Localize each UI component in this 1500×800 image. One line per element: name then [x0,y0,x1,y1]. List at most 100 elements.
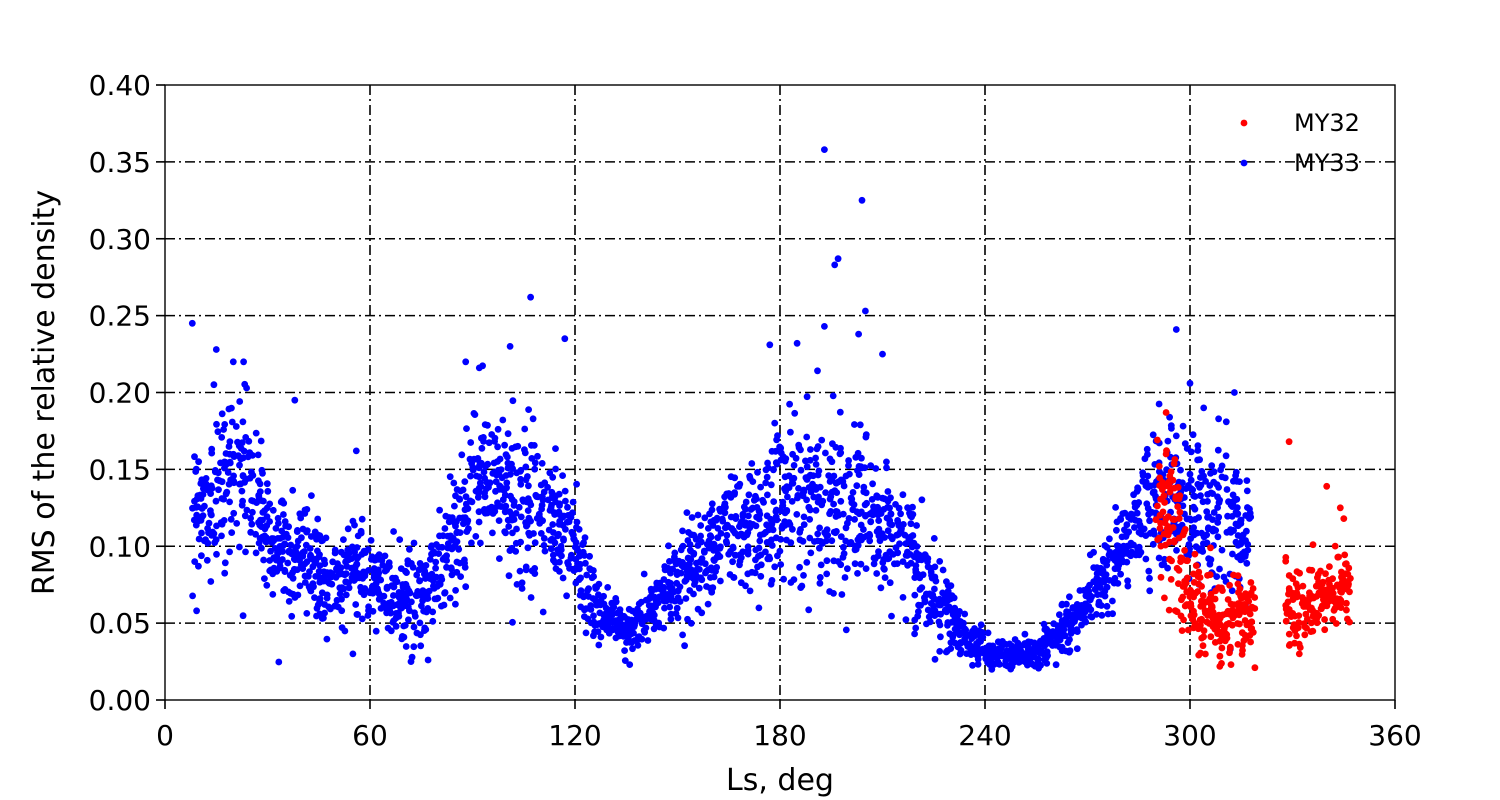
point-my33 [833,528,840,535]
point-my33 [855,510,863,518]
point-my32 [1198,583,1205,590]
point-my32 [1242,590,1249,598]
point-my33 [786,521,794,528]
point-my33 [840,543,847,551]
point-my33 [285,548,293,556]
point-my33 [921,598,929,606]
point-my33 [629,645,636,653]
point-my33 [797,526,804,533]
point-my33 [803,559,811,566]
point-my33 [774,552,781,560]
point-my32 [1282,617,1290,625]
point-my33 [884,527,892,535]
point-my33 [1194,442,1202,450]
point-my33 [1090,578,1098,586]
point-my33 [358,550,366,558]
point-my33 [230,479,238,487]
point-my33 [1144,451,1151,458]
point-my33 [289,486,297,494]
point-my33 [366,589,374,597]
point-my33 [1177,466,1184,474]
point-my32 [1175,566,1183,574]
point-my33 [764,555,772,563]
point-my33 [799,489,807,497]
point-my33 [767,481,775,489]
point-my33 [241,512,249,520]
point-my32 [1247,579,1255,586]
point-my33 [452,600,459,608]
y-tick-label: 0.10 [89,530,151,563]
point-my33 [193,607,201,615]
point-my33 [221,559,229,567]
point-my33 [323,594,331,602]
point-my33 [1146,517,1153,525]
point-my33 [192,503,200,511]
point-my33 [358,615,366,623]
point-my33 [899,594,907,601]
point-my33 [307,533,315,540]
point-my33 [693,559,700,567]
point-my33 [664,564,672,572]
point-my33 [842,626,850,634]
point-my32 [1152,516,1160,524]
point-my33 [417,642,425,650]
point-my33 [281,586,289,593]
point-my32 [1294,624,1302,632]
point-my33 [451,502,458,510]
point-my33 [432,558,440,566]
point-my33 [1146,587,1154,595]
point-my33 [1050,620,1058,628]
y-axis-label: RMS of the relative density [27,190,62,595]
point-my33 [906,551,914,558]
point-my33 [628,622,636,630]
point-my33 [1186,470,1194,478]
point-my33 [1093,611,1100,618]
point-my33 [931,563,939,571]
point-my33 [226,498,234,506]
point-my33 [443,552,450,560]
point-my33 [756,537,764,545]
point-my33 [400,633,408,641]
point-my33 [660,576,668,583]
point-my33 [416,577,423,585]
point-my33 [744,550,752,558]
point-my33 [502,529,509,537]
point-my32 [1167,576,1175,583]
point-my33 [275,658,283,666]
point-my33 [478,444,486,452]
point-my33 [767,580,775,588]
point-my33 [857,521,865,529]
point-my33 [1179,502,1187,510]
point-my33 [404,557,412,565]
point-my33 [455,545,463,553]
point-my33 [528,567,536,575]
point-my32 [1242,604,1250,611]
point-my33 [788,498,796,505]
point-my32 [1336,504,1344,512]
point-my33 [239,472,247,479]
point-my33 [974,655,982,663]
point-my33 [901,531,909,539]
point-my33 [941,594,949,602]
point-my33 [518,579,526,587]
point-my33 [240,447,248,455]
y-tick-label: 0.20 [89,377,151,410]
point-my33 [791,409,799,417]
point-my33 [489,529,496,537]
point-my33 [227,515,235,523]
point-my33 [779,453,787,460]
point-my32 [1190,624,1197,632]
point-my33 [731,474,739,482]
point-my33 [1059,627,1067,635]
point-my33 [1215,415,1222,423]
point-my33 [666,603,674,611]
point-my32 [1169,524,1177,531]
point-my33 [851,546,859,554]
point-my33 [908,513,915,521]
point-my33 [640,570,648,578]
point-my32 [1248,625,1256,632]
point-my33 [666,558,673,565]
point-my33 [649,602,657,610]
point-my33 [1086,581,1093,589]
